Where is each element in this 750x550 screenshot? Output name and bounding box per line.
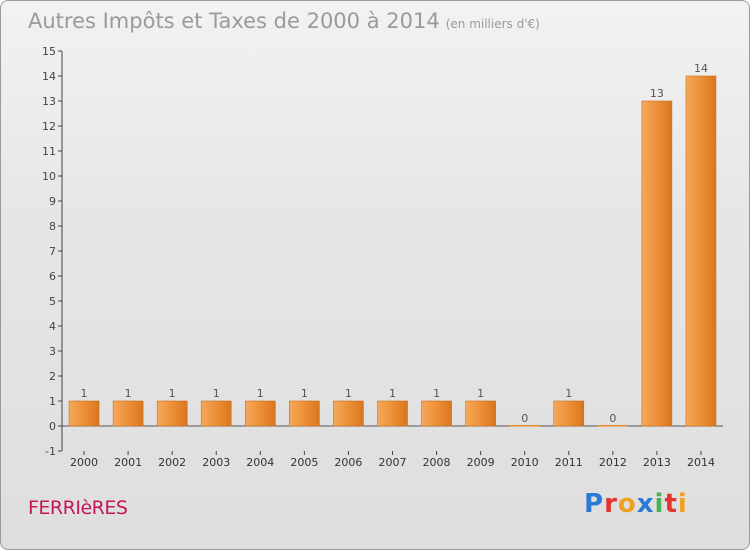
data-label: 1 (81, 387, 88, 400)
logo-letter: t (664, 489, 678, 519)
logo-letter: x (636, 489, 655, 519)
y-tick-label: 1 (49, 395, 56, 408)
y-tick-label: 8 (49, 220, 56, 233)
data-label: 1 (477, 387, 484, 400)
x-tick-label: 2011 (555, 456, 583, 469)
title-unit: (en milliers d'€) (445, 17, 540, 31)
logo-letter: r (604, 489, 618, 519)
data-label: 1 (257, 387, 264, 400)
y-tick-label: 11 (42, 145, 56, 158)
bar (553, 400, 585, 427)
bar (509, 425, 540, 427)
x-tick-label: 2005 (290, 456, 318, 469)
y-tick-label: 15 (42, 45, 56, 58)
data-label: 1 (301, 387, 308, 400)
data-label: 0 (521, 412, 528, 425)
y-tick-label: 12 (42, 120, 56, 133)
bar (156, 400, 188, 427)
y-tick-label: -1 (45, 445, 56, 458)
bar (333, 400, 364, 427)
y-tick-label: 0 (49, 420, 56, 433)
y-tick-label: 14 (42, 70, 56, 83)
x-tick-label: 2008 (423, 456, 451, 469)
y-tick-label: 13 (42, 95, 56, 108)
proxiti-logo: Proxiti (584, 489, 688, 519)
y-tick-label: 5 (49, 295, 56, 308)
bar (289, 400, 320, 427)
bar (685, 75, 717, 427)
bar (641, 100, 673, 427)
x-tick-label: 2006 (334, 456, 362, 469)
logo-letter: o (617, 489, 637, 519)
bar (112, 400, 144, 427)
x-tick-label: 2002 (158, 456, 186, 469)
chart-title: Autres Impôts et Taxes de 2000 à 2014 (en… (28, 9, 540, 33)
y-tick-label: 2 (49, 370, 56, 383)
x-tick-label: 2004 (246, 456, 274, 469)
logo-letter: P (584, 489, 605, 519)
data-label: 14 (694, 62, 708, 75)
data-label: 1 (213, 387, 220, 400)
data-label: 1 (565, 387, 572, 400)
x-tick-label: 2014 (687, 456, 715, 469)
data-label: 13 (650, 87, 664, 100)
x-tick-label: 2009 (467, 456, 495, 469)
bar (200, 400, 232, 427)
bar (377, 400, 408, 427)
data-label: 1 (169, 387, 176, 400)
logo-letter: i (654, 489, 665, 519)
bar (421, 400, 452, 427)
data-label: 0 (609, 412, 616, 425)
bar (597, 425, 628, 427)
y-tick-label: 10 (42, 170, 56, 183)
bar (245, 400, 276, 427)
commune-name: FERRIèRES (28, 497, 128, 519)
logo-letter: i (677, 489, 688, 519)
x-tick-label: 2001 (114, 456, 142, 469)
title-text: Autres Impôts et Taxes de 2000 à 2014 (28, 9, 440, 33)
x-tick-label: 2000 (70, 456, 98, 469)
y-tick-label: 6 (49, 270, 56, 283)
x-tick-label: 2003 (202, 456, 230, 469)
x-tick-label: 2013 (643, 456, 671, 469)
y-tick-label: 3 (49, 345, 56, 358)
y-tick-label: 4 (49, 320, 56, 333)
bar (465, 400, 496, 427)
x-tick-label: 2010 (511, 456, 539, 469)
x-tick-label: 2007 (379, 456, 407, 469)
y-tick-label: 9 (49, 195, 56, 208)
x-tick-label: 2012 (599, 456, 627, 469)
data-label: 1 (345, 387, 352, 400)
data-label: 1 (433, 387, 440, 400)
bar (68, 400, 100, 427)
data-label: 1 (125, 387, 132, 400)
y-tick-label: 7 (49, 245, 56, 258)
data-label: 1 (389, 387, 396, 400)
